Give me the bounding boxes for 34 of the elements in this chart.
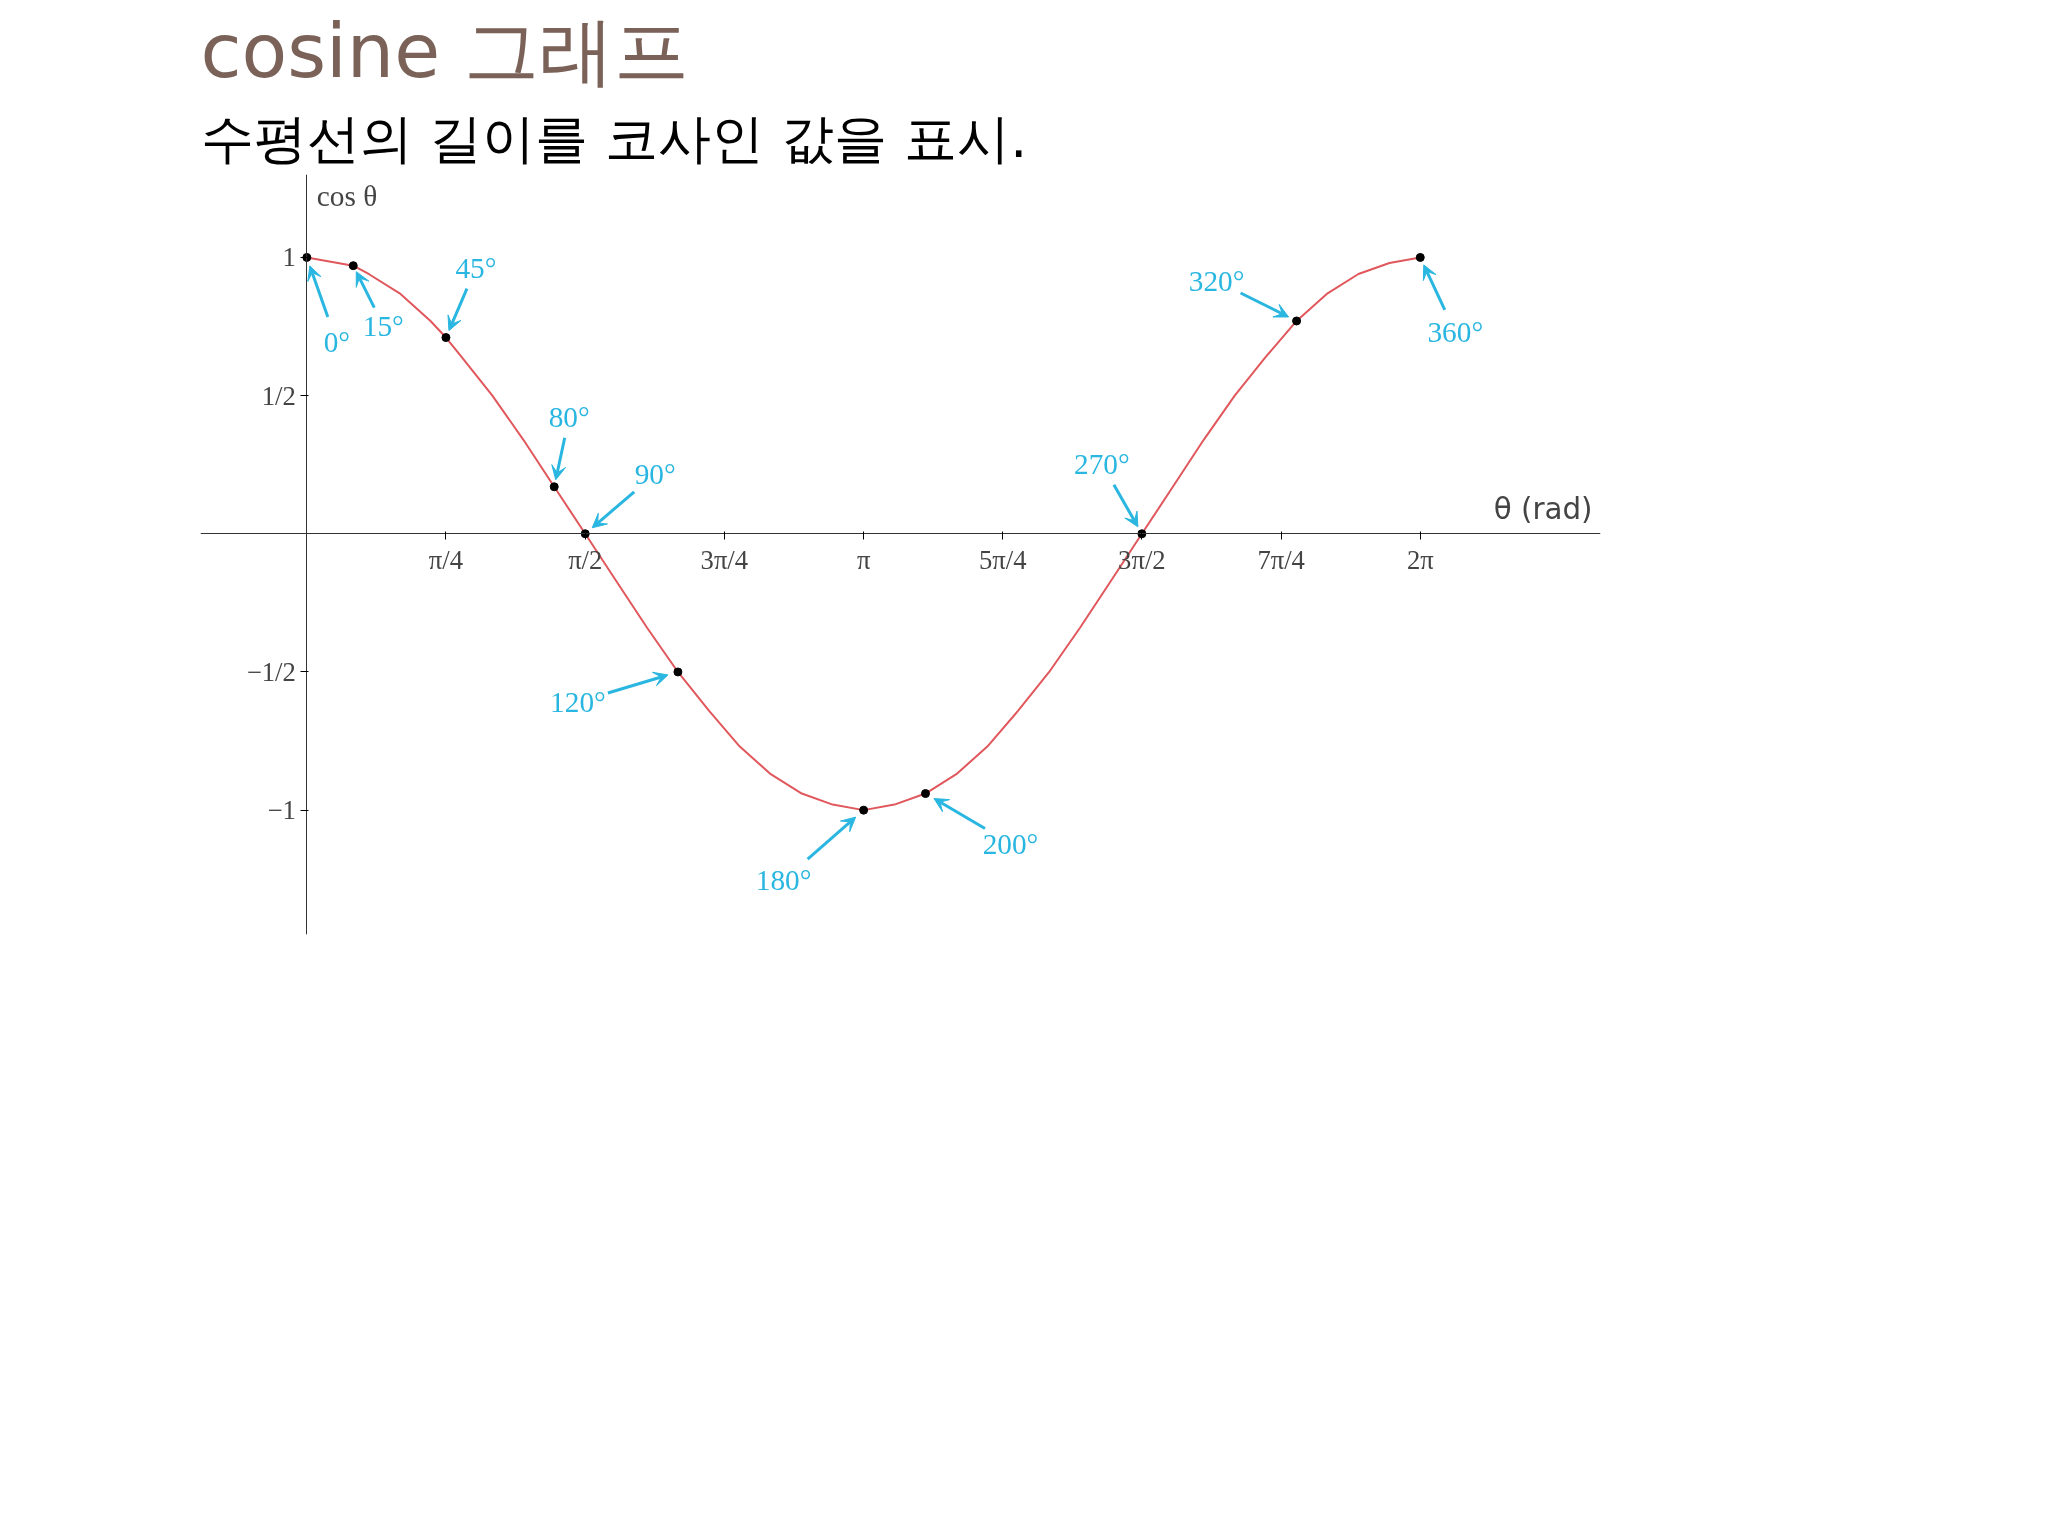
annotation: 0° (323, 326, 351, 359)
point (1415, 252, 1425, 262)
point (549, 482, 559, 492)
x-tick-label: π/4 (428, 544, 464, 575)
x-tick-label: π/2 (568, 544, 603, 575)
x-tick-label: 3π/4 (700, 544, 749, 575)
point (1292, 316, 1302, 326)
annotation: 180° (755, 864, 812, 897)
x-tick-label: 7π/4 (1257, 544, 1305, 575)
annotation: 360° (1427, 316, 1484, 349)
annotation: 270° (1074, 447, 1130, 480)
annotation: 90° (634, 457, 676, 490)
annotation: 15° (362, 309, 404, 342)
point (859, 805, 869, 815)
x-axis-title: θ (rad) (1493, 491, 1593, 526)
point (673, 667, 683, 677)
annotation: 200° (982, 827, 1039, 860)
y-tick-label: −1 (267, 795, 296, 826)
chart-subtitle: 수평선의 길이를 코사인 값을 표시. (200, 106, 1028, 170)
chart-title: cosine 그래프 (200, 7, 689, 95)
annotation: 80° (548, 400, 590, 433)
y-axis-title: cos θ (316, 179, 378, 212)
annotation: 320° (1188, 264, 1245, 297)
point (348, 261, 358, 271)
point (920, 789, 930, 799)
y-tick-label: 1 (282, 242, 296, 273)
x-tick-label: 2π (1406, 544, 1435, 575)
x-tick-label: 5π/4 (978, 544, 1027, 575)
y-tick-label: 1/2 (261, 380, 296, 411)
x-tick-label: π (856, 544, 871, 575)
annotation: 120° (550, 685, 606, 718)
y-tick-label: −1/2 (246, 656, 296, 687)
point (441, 333, 451, 343)
annotation: 45° (455, 251, 497, 284)
